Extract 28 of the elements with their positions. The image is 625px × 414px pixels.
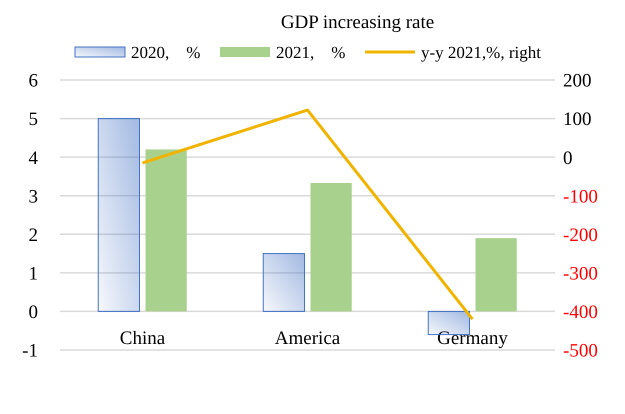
legend-label: 2020, %	[131, 42, 200, 62]
y-tick-label: 2	[28, 224, 38, 246]
bar	[476, 238, 517, 312]
x-tick-label: America	[274, 328, 341, 349]
y2-tick-label: -400	[563, 302, 598, 324]
y-tick-label: 1	[28, 264, 38, 285]
y2-tick-label: -300	[563, 264, 598, 285]
bar	[310, 182, 352, 312]
y-tick-label: 4	[28, 148, 38, 169]
y2-tick-label: 100	[563, 109, 592, 130]
x-tick-label: Germany	[437, 328, 508, 349]
x-tick-label: China	[120, 328, 166, 349]
legend-label: y-y 2021,%, right	[421, 42, 542, 62]
y-tick-label: 3	[28, 186, 38, 208]
bar	[98, 118, 140, 312]
y-tick-label: -1	[22, 340, 38, 362]
y2-tick-label: 0	[563, 148, 572, 169]
y-tick-label: 6	[28, 70, 38, 92]
y-tick-label: 0	[28, 302, 38, 324]
y2-tick-label: -200	[563, 224, 598, 246]
y2-tick-label: -500	[563, 340, 598, 362]
bar	[146, 149, 187, 312]
chart-title: GDP increasing rate	[280, 12, 434, 33]
legend-label: 2021, %	[276, 42, 346, 62]
y-tick-label: 5	[28, 109, 38, 130]
bar	[262, 253, 305, 312]
y2-tick-label: -100	[563, 186, 598, 208]
y2-tick-label: 200	[563, 70, 592, 92]
